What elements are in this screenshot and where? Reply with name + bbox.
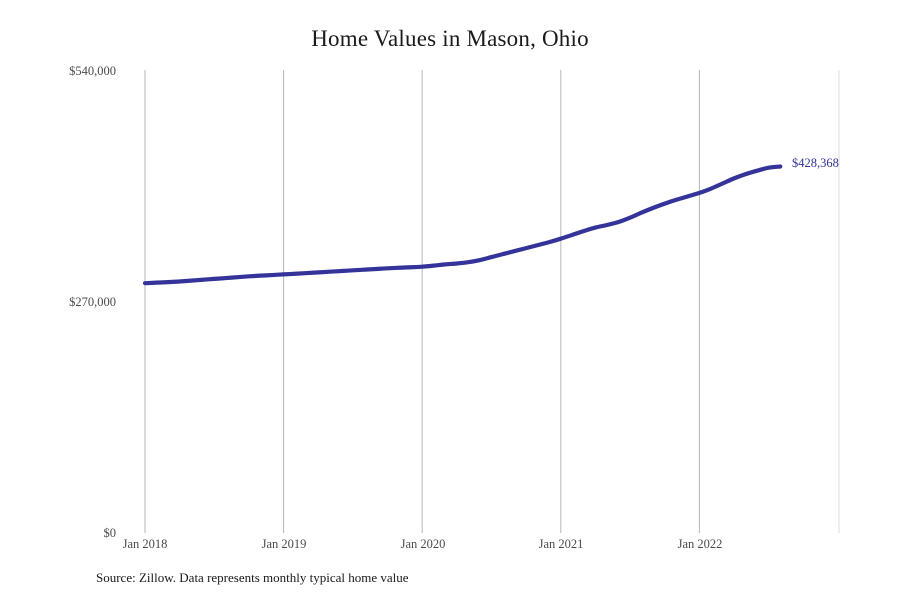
- gridlines-group: [144, 70, 840, 533]
- ytick-label-top: $540,000: [69, 64, 116, 78]
- ytick-label-mid: $270,000: [69, 295, 116, 309]
- end-value-annotation: $428,368: [792, 156, 839, 170]
- xtick-label-jan-2019: Jan 2019: [261, 537, 307, 551]
- xtick-label-jan-2021: Jan 2021: [538, 537, 584, 551]
- xtick-label-jan-2022: Jan 2022: [677, 537, 723, 551]
- source-note: Source: Zillow. Data represents monthly …: [96, 570, 409, 585]
- xtick-label-jan-2020: Jan 2020: [400, 537, 446, 551]
- xtick-label-jan-2018: Jan 2018: [122, 537, 168, 551]
- ytick-label-bottom: $0: [103, 526, 117, 540]
- chart-title: Home Values in Mason, Ohio: [311, 26, 589, 51]
- line-series-typical-home-value: [142, 164, 783, 286]
